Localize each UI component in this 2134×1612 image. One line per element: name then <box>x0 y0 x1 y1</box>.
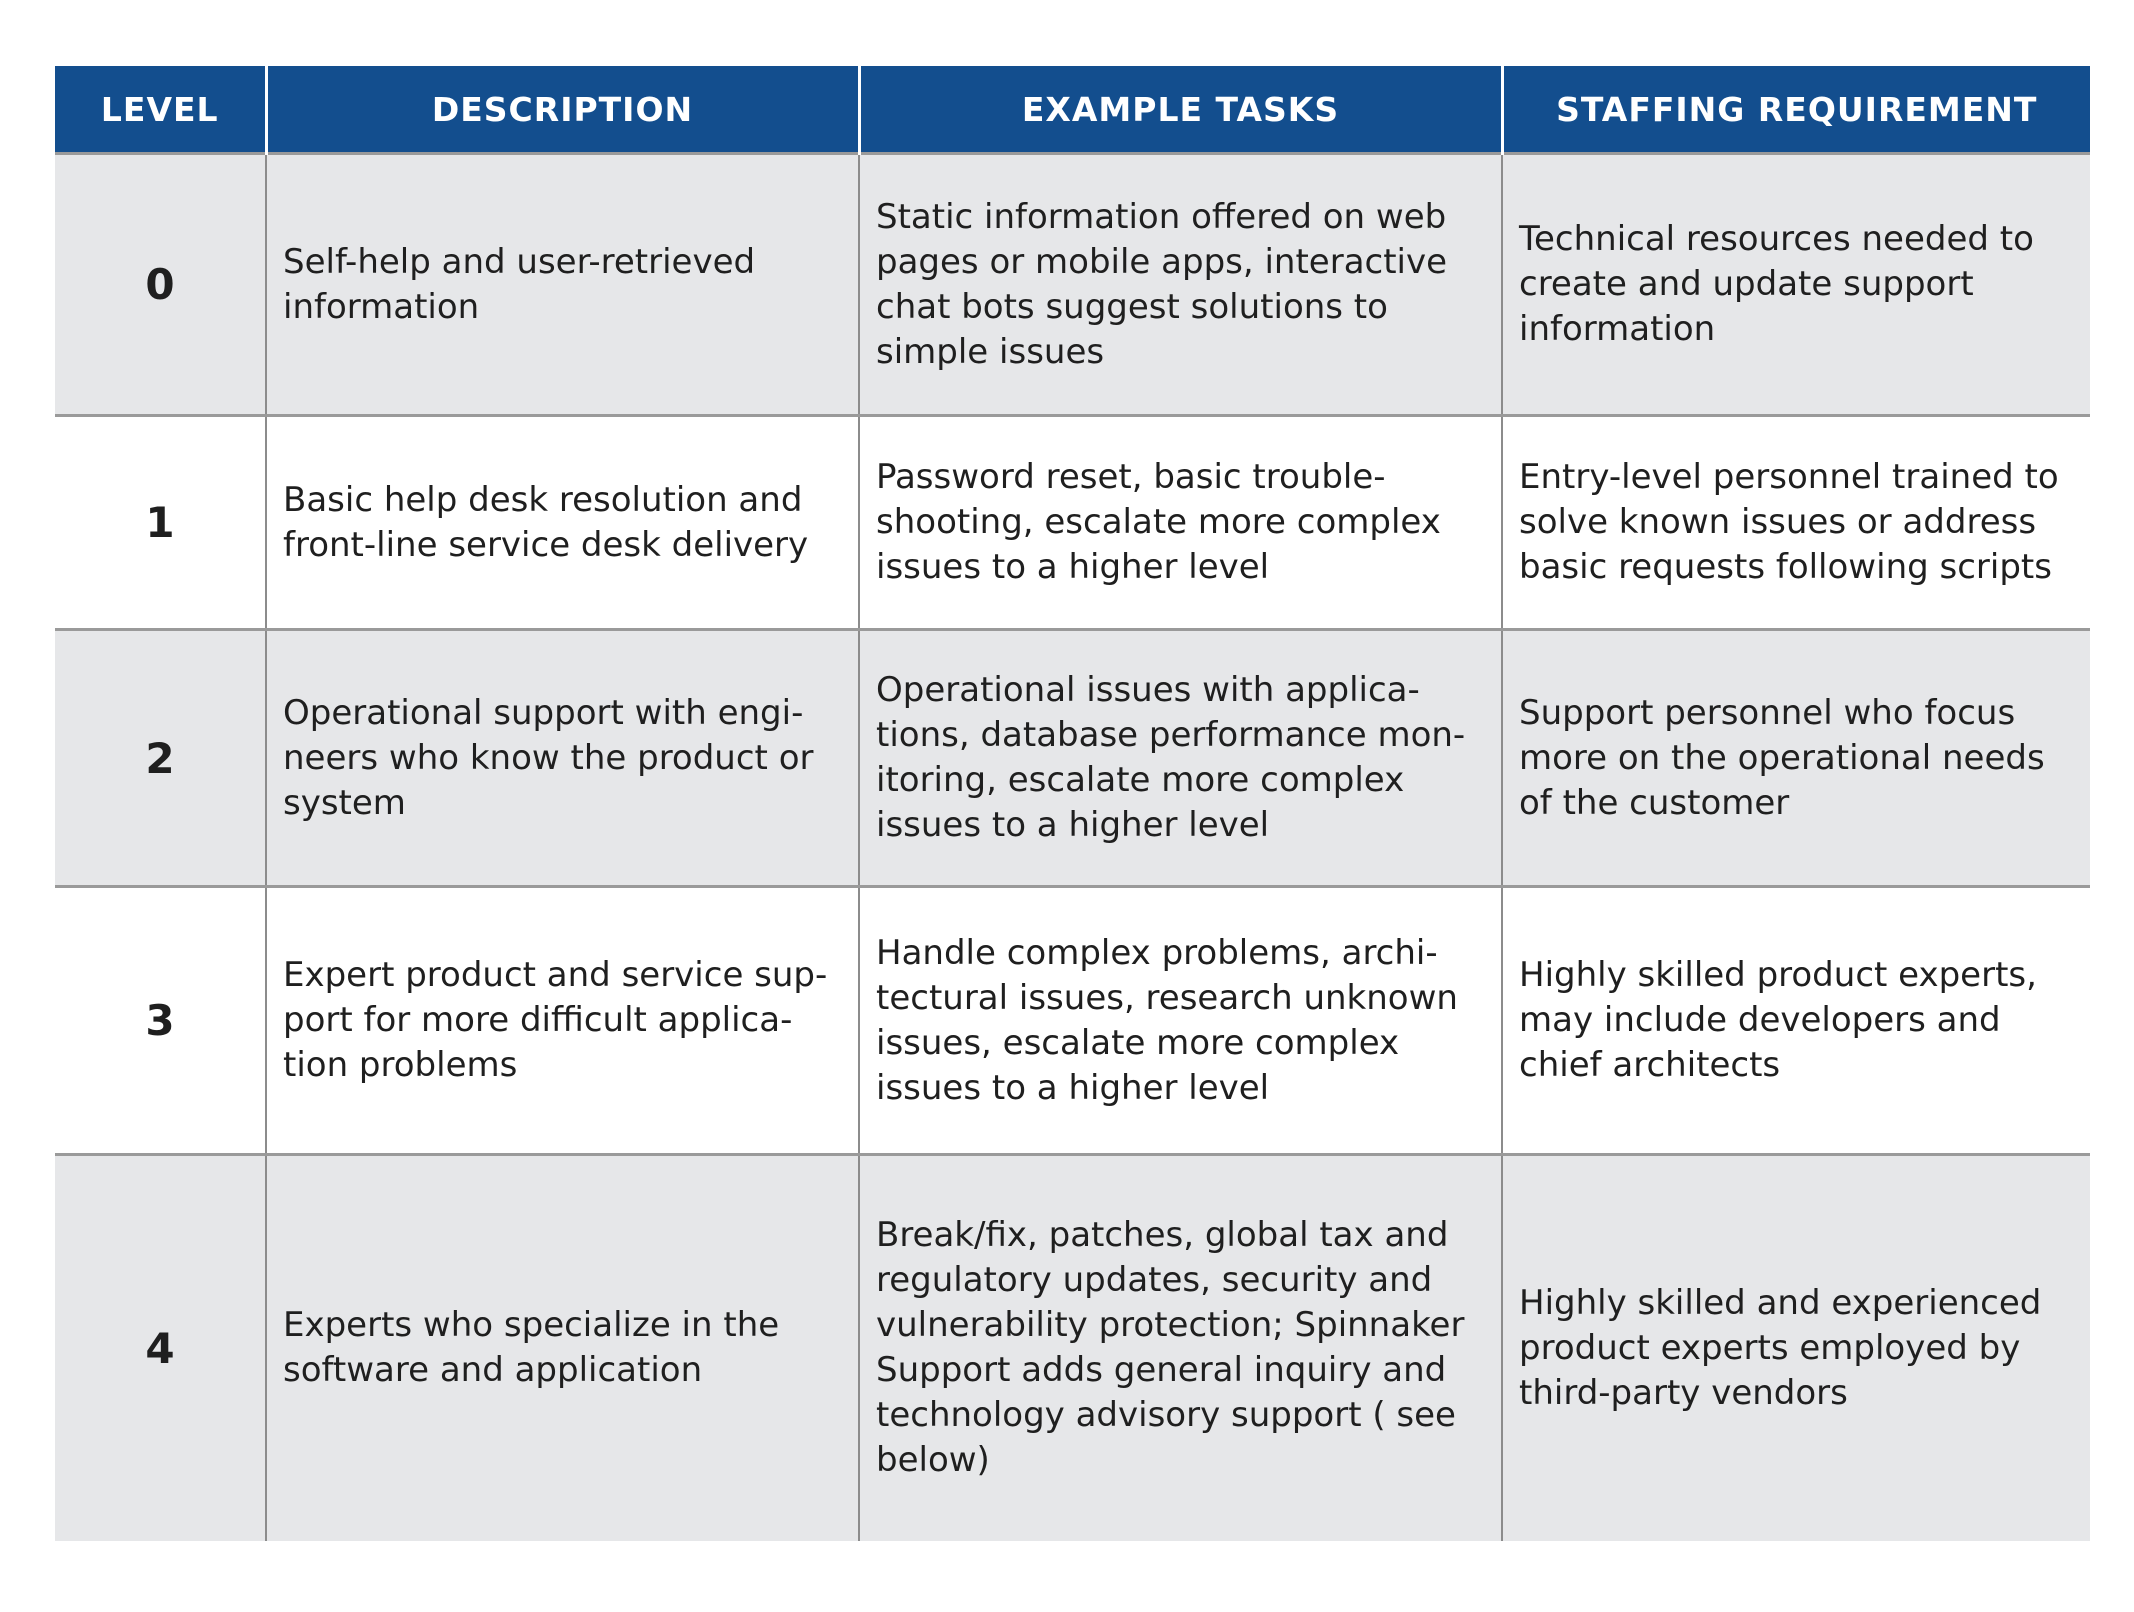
staffing-cell: Entry-level personnel trained to solve k… <box>1501 414 2090 630</box>
level-cell: 1 <box>55 414 266 630</box>
table-row: 2 Operational support with engi-neers wh… <box>55 628 2090 887</box>
level-cell: 2 <box>55 628 266 887</box>
table-row: 1 Basic help desk resolution and front-l… <box>55 414 2090 630</box>
header-description: DESCRIPTION <box>264 66 859 154</box>
description-cell: Experts who specialize in the software a… <box>265 1153 859 1541</box>
description-cell: Operational support with engi-neers who … <box>265 628 859 887</box>
staffing-cell: Technical resources needed to create and… <box>1501 152 2090 416</box>
table-row: 0 Self-help and user-retrieved informati… <box>55 152 2090 416</box>
table-header: LEVEL DESCRIPTION EXAMPLE TASKS STAFFING… <box>55 66 2090 154</box>
header-example-tasks: EXAMPLE TASKS <box>857 66 1502 154</box>
level-cell: 0 <box>55 152 266 416</box>
header-row: LEVEL DESCRIPTION EXAMPLE TASKS STAFFING… <box>55 66 2090 154</box>
staffing-cell: Highly skilled and experienced product e… <box>1501 1153 2090 1541</box>
description-cell: Self-help and user-retrieved information <box>265 152 859 416</box>
example-tasks-cell: Static information offered on web pages … <box>858 152 1502 416</box>
level-cell: 4 <box>55 1153 266 1541</box>
example-tasks-cell: Password reset, basic trouble-shooting, … <box>858 414 1502 630</box>
header-staffing-requirement: STAFFING REQUIREMENT <box>1500 66 2090 154</box>
example-tasks-cell: Handle complex problems, archi-tectural … <box>858 885 1502 1155</box>
header-level: LEVEL <box>55 66 266 154</box>
table-row: 3 Expert product and service sup-port fo… <box>55 885 2090 1155</box>
level-cell: 3 <box>55 885 266 1155</box>
staffing-cell: Highly skilled product experts, may incl… <box>1501 885 2090 1155</box>
support-levels-table: LEVEL DESCRIPTION EXAMPLE TASKS STAFFING… <box>55 66 2090 1541</box>
description-cell: Basic help desk resolution and front-lin… <box>265 414 859 630</box>
example-tasks-cell: Break/fix, patches, global tax and regul… <box>858 1153 1502 1541</box>
staffing-cell: Support personnel who focus more on the … <box>1501 628 2090 887</box>
table-body: 0 Self-help and user-retrieved informati… <box>55 152 2090 1541</box>
example-tasks-cell: Operational issues with applica-tions, d… <box>858 628 1502 887</box>
description-cell: Expert product and service sup-port for … <box>265 885 859 1155</box>
table-row: 4 Experts who specialize in the software… <box>55 1153 2090 1541</box>
